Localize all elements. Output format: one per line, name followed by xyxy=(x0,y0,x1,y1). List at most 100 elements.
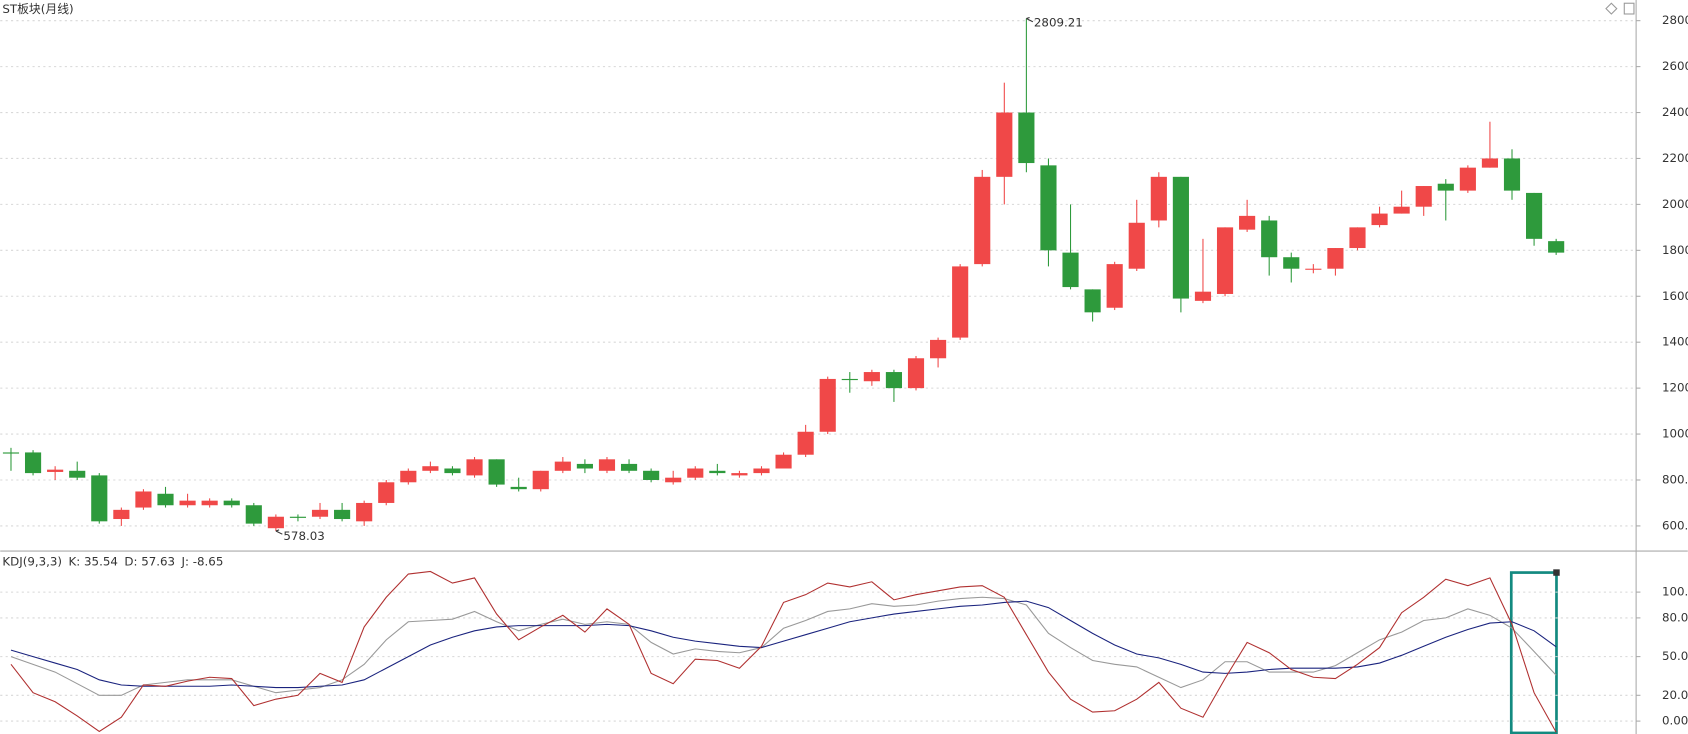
indicator-line xyxy=(10,570,1557,733)
candle-body xyxy=(91,475,108,522)
candle-body xyxy=(356,502,373,522)
candle-body xyxy=(1548,241,1565,253)
candle-body xyxy=(267,516,284,529)
candle-body xyxy=(952,266,969,338)
candle-body xyxy=(885,372,903,389)
candle-body xyxy=(157,493,174,506)
candle-body xyxy=(245,505,262,524)
candle-body xyxy=(510,486,527,490)
candle-body xyxy=(1437,183,1454,191)
y-tick-label: 2800 xyxy=(1662,13,1688,27)
y-tick-label: 2000 xyxy=(1662,197,1688,211)
indicator-line xyxy=(10,600,1557,689)
candle-body xyxy=(753,468,770,474)
candle-body xyxy=(1194,291,1212,301)
y-tick-label: 1200 xyxy=(1662,381,1688,395)
candle-body xyxy=(1128,222,1145,269)
candle-body xyxy=(1261,220,1278,258)
y-tick-label: 20.00 xyxy=(1662,688,1688,702)
candle-body xyxy=(974,176,991,265)
candle-body xyxy=(223,500,240,506)
candle-body xyxy=(24,452,42,474)
highlight-box xyxy=(1509,571,1558,734)
candle-body xyxy=(400,470,417,483)
candle-body xyxy=(1216,227,1234,294)
candle-body xyxy=(731,473,748,476)
y-tick-label: 1800 xyxy=(1662,243,1688,257)
candle-body xyxy=(532,470,549,490)
candle-body xyxy=(488,459,505,485)
candle-body xyxy=(444,468,461,474)
candle-body xyxy=(466,459,483,476)
candle-body xyxy=(47,469,64,472)
candle-body xyxy=(1106,264,1123,308)
y-tick-label: 800.0 xyxy=(1662,472,1688,486)
candle-body xyxy=(1084,289,1101,313)
candle-body xyxy=(1503,158,1521,191)
candle-body xyxy=(422,466,439,471)
y-tick-label: 100.00 xyxy=(1662,585,1688,599)
candle-body xyxy=(311,509,329,517)
candle-body xyxy=(289,516,307,518)
legend-entry: K: 35.54 xyxy=(69,554,118,568)
y-tick-label: 1600 xyxy=(1662,289,1688,303)
annotation-arrow xyxy=(275,529,283,535)
legend-entry: J: -8.65 xyxy=(181,554,224,568)
y-tick-label: 1000 xyxy=(1662,427,1688,441)
y-tick-label: 80.00 xyxy=(1662,610,1688,624)
candle-body xyxy=(1283,257,1300,269)
candle-body xyxy=(69,470,86,478)
candle-body xyxy=(620,463,638,471)
candle-body xyxy=(907,358,925,389)
candle-body xyxy=(1327,248,1344,269)
candle-body xyxy=(1393,206,1410,214)
candle-body xyxy=(797,431,814,455)
candle-body xyxy=(1349,227,1366,249)
window-icon[interactable] xyxy=(1623,2,1635,15)
annotation-arrow xyxy=(1026,16,1034,23)
candle-body xyxy=(113,509,130,520)
candle-body xyxy=(1305,268,1322,270)
candle-body xyxy=(665,477,682,483)
candle-body xyxy=(378,482,395,503)
candle-body xyxy=(1459,167,1476,191)
candle-body xyxy=(643,470,660,480)
candle-body xyxy=(775,454,792,469)
y-tick-label: 2600 xyxy=(1662,59,1688,73)
candle-body xyxy=(201,500,218,506)
indicator-title: KDJ(9,3,3) xyxy=(2,554,62,568)
highlight-handle[interactable] xyxy=(1553,569,1560,576)
y-tick-label: 50.00 xyxy=(1662,649,1688,663)
candle-body xyxy=(598,459,616,471)
y-tick-label: 2400 xyxy=(1662,105,1688,119)
candle-body xyxy=(1371,213,1388,226)
candle-body xyxy=(930,339,947,359)
candle-body xyxy=(709,470,726,474)
candle-body xyxy=(996,112,1013,177)
candle-body xyxy=(819,378,836,432)
chart-title: ST板块(月线) xyxy=(2,2,73,16)
candle-body xyxy=(135,491,152,508)
y-tick-label: 1400 xyxy=(1662,335,1688,349)
candle-body xyxy=(334,509,351,520)
candle-body xyxy=(1481,158,1499,168)
high-label: 2809.21 xyxy=(1034,15,1083,29)
candle-body xyxy=(1172,176,1189,299)
low-label: 578.03 xyxy=(283,529,324,543)
diamond-icon[interactable] xyxy=(1605,2,1618,15)
candle-body xyxy=(2,452,20,454)
candle-body xyxy=(1526,192,1543,239)
candle-body xyxy=(841,378,858,381)
candle-body xyxy=(1040,165,1057,251)
y-tick-label: 600.0 xyxy=(1662,518,1688,532)
candle-body xyxy=(554,461,571,471)
candle-body xyxy=(863,372,880,382)
candle-body xyxy=(1150,176,1167,221)
candle-body xyxy=(687,468,704,478)
candle-body xyxy=(1018,112,1035,164)
candle-body xyxy=(179,500,196,506)
candle-body xyxy=(1239,215,1256,230)
candle-body xyxy=(1062,252,1079,288)
